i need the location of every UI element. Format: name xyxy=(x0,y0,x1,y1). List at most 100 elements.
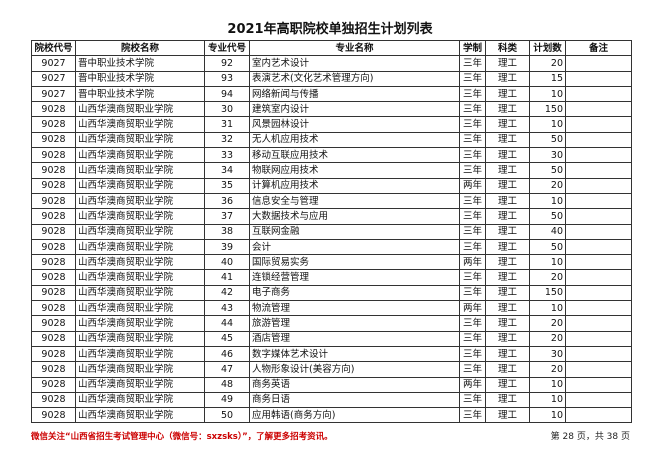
cell-major-name: 移动互联应用技术 xyxy=(249,147,460,164)
cell-plan-count: 10 xyxy=(529,407,566,424)
cell-category: 理工 xyxy=(485,116,530,133)
cell-school-code: 9028 xyxy=(31,238,76,256)
cell-remarks xyxy=(565,345,632,363)
cell-duration: 三年 xyxy=(459,147,486,164)
table-row: 9028 山西华澳商贸职业学院 33 移动互联应用技术 三年 理工 30 xyxy=(31,147,632,164)
cell-major-code: 45 xyxy=(204,330,250,347)
header-major-name: 专业名称 xyxy=(249,39,460,57)
table-row: 9028 山西华澳商贸职业学院 39 会计 三年 理工 50 xyxy=(31,238,632,256)
cell-plan-count: 150 xyxy=(529,284,566,302)
cell-remarks xyxy=(565,147,632,164)
cell-category: 理工 xyxy=(485,254,530,271)
table-row: 9028 山西华澳商贸职业学院 46 数字媒体艺术设计 三年 理工 30 xyxy=(31,345,632,363)
cell-category: 理工 xyxy=(485,55,530,72)
cell-category: 理工 xyxy=(485,101,530,118)
cell-category: 理工 xyxy=(485,162,530,179)
cell-major-name: 电子商务 xyxy=(249,284,460,302)
cell-major-name: 旅游管理 xyxy=(249,315,460,332)
cell-school-name: 山西华澳商贸职业学院 xyxy=(75,284,205,302)
cell-school-name: 山西华澳商贸职业学院 xyxy=(75,330,205,347)
cell-duration: 两年 xyxy=(459,300,486,317)
cell-school-name: 山西华澳商贸职业学院 xyxy=(75,315,205,332)
table-row: 9028 山西华澳商贸职业学院 45 酒店管理 三年 理工 20 xyxy=(31,330,632,347)
cell-school-name: 山西华澳商贸职业学院 xyxy=(75,223,205,240)
cell-remarks xyxy=(565,55,632,72)
cell-plan-count: 10 xyxy=(529,300,566,317)
cell-school-name: 晋中职业技术学院 xyxy=(75,55,205,72)
cell-plan-count: 20 xyxy=(529,55,566,72)
table-row: 9028 山西华澳商贸职业学院 31 风景园林设计 三年 理工 10 xyxy=(31,116,632,133)
cell-category: 理工 xyxy=(485,238,530,256)
footer-wechat-note: 微信关注“山西省招生考试管理中心（微信号：sxzsks）”，了解更多招考资讯。 xyxy=(31,432,333,442)
cell-major-code: 42 xyxy=(204,284,250,302)
cell-duration: 两年 xyxy=(459,177,486,194)
table-row: 9028 山西华澳商贸职业学院 43 物流管理 两年 理工 10 xyxy=(31,300,632,317)
table-row: 9028 山西华澳商贸职业学院 32 无人机应用技术 三年 理工 50 xyxy=(31,131,632,149)
table-header-row: 院校代号 院校名称 专业代号 专业名称 学制 科类 计划数 备注 xyxy=(31,39,632,57)
cell-major-name: 人物形象设计(美容方向) xyxy=(249,361,460,378)
cell-duration: 两年 xyxy=(459,254,486,271)
cell-duration: 三年 xyxy=(459,101,486,118)
cell-major-code: 31 xyxy=(204,116,250,133)
cell-remarks xyxy=(565,315,632,332)
cell-category: 理工 xyxy=(485,391,530,409)
cell-plan-count: 10 xyxy=(529,391,566,409)
cell-major-code: 35 xyxy=(204,177,250,194)
cell-school-code: 9028 xyxy=(31,192,76,210)
cell-school-name: 山西华澳商贸职业学院 xyxy=(75,269,205,286)
header-plan-count: 计划数 xyxy=(529,39,566,57)
cell-school-name: 山西华澳商贸职业学院 xyxy=(75,131,205,149)
cell-category: 理工 xyxy=(485,85,530,103)
cell-plan-count: 10 xyxy=(529,254,566,271)
header-remarks: 备注 xyxy=(565,39,632,57)
cell-remarks xyxy=(565,254,632,271)
cell-major-code: 94 xyxy=(204,85,250,103)
cell-duration: 两年 xyxy=(459,376,486,393)
cell-remarks xyxy=(565,116,632,133)
cell-duration: 三年 xyxy=(459,85,486,103)
table-row: 9028 山西华澳商贸职业学院 47 人物形象设计(美容方向) 三年 理工 20 xyxy=(31,361,632,378)
cell-plan-count: 50 xyxy=(529,162,566,179)
table-row: 9028 山西华澳商贸职业学院 38 互联网金融 三年 理工 40 xyxy=(31,223,632,240)
cell-major-name: 连锁经营管理 xyxy=(249,269,460,286)
cell-category: 理工 xyxy=(485,208,530,225)
header-category: 科类 xyxy=(485,39,530,57)
cell-duration: 三年 xyxy=(459,284,486,302)
cell-duration: 三年 xyxy=(459,345,486,363)
cell-school-code: 9028 xyxy=(31,223,76,240)
cell-school-name: 山西华澳商贸职业学院 xyxy=(75,300,205,317)
cell-major-name: 大数据技术与应用 xyxy=(249,208,460,225)
cell-school-code: 9027 xyxy=(31,70,76,87)
cell-remarks xyxy=(565,330,632,347)
cell-major-code: 32 xyxy=(204,131,250,149)
cell-remarks xyxy=(565,361,632,378)
table-row: 9027 晋中职业技术学院 94 网络新闻与传播 三年 理工 10 xyxy=(31,85,632,103)
cell-major-code: 37 xyxy=(204,208,250,225)
cell-plan-count: 10 xyxy=(529,376,566,393)
cell-duration: 三年 xyxy=(459,391,486,409)
cell-school-code: 9028 xyxy=(31,116,76,133)
cell-school-name: 山西华澳商贸职业学院 xyxy=(75,376,205,393)
cell-school-code: 9028 xyxy=(31,391,76,409)
cell-plan-count: 30 xyxy=(529,345,566,363)
cell-school-name: 山西华澳商贸职业学院 xyxy=(75,147,205,164)
cell-remarks xyxy=(565,70,632,87)
cell-category: 理工 xyxy=(485,223,530,240)
cell-school-code: 9028 xyxy=(31,361,76,378)
cell-remarks xyxy=(565,238,632,256)
cell-remarks xyxy=(565,391,632,409)
page-number: 第 28 页，共 38 页 xyxy=(550,432,630,442)
cell-school-code: 9028 xyxy=(31,284,76,302)
cell-category: 理工 xyxy=(485,70,530,87)
cell-school-code: 9028 xyxy=(31,147,76,164)
cell-school-code: 9028 xyxy=(31,330,76,347)
cell-major-code: 50 xyxy=(204,407,250,424)
cell-category: 理工 xyxy=(485,269,530,286)
cell-major-code: 93 xyxy=(204,70,250,87)
table-row: 9028 山西华澳商贸职业学院 36 信息安全与管理 三年 理工 10 xyxy=(31,192,632,210)
cell-plan-count: 50 xyxy=(529,238,566,256)
cell-school-code: 9028 xyxy=(31,177,76,194)
cell-major-name: 商务英语 xyxy=(249,376,460,393)
cell-category: 理工 xyxy=(485,177,530,194)
table-row: 9028 山西华澳商贸职业学院 37 大数据技术与应用 三年 理工 50 xyxy=(31,208,632,225)
